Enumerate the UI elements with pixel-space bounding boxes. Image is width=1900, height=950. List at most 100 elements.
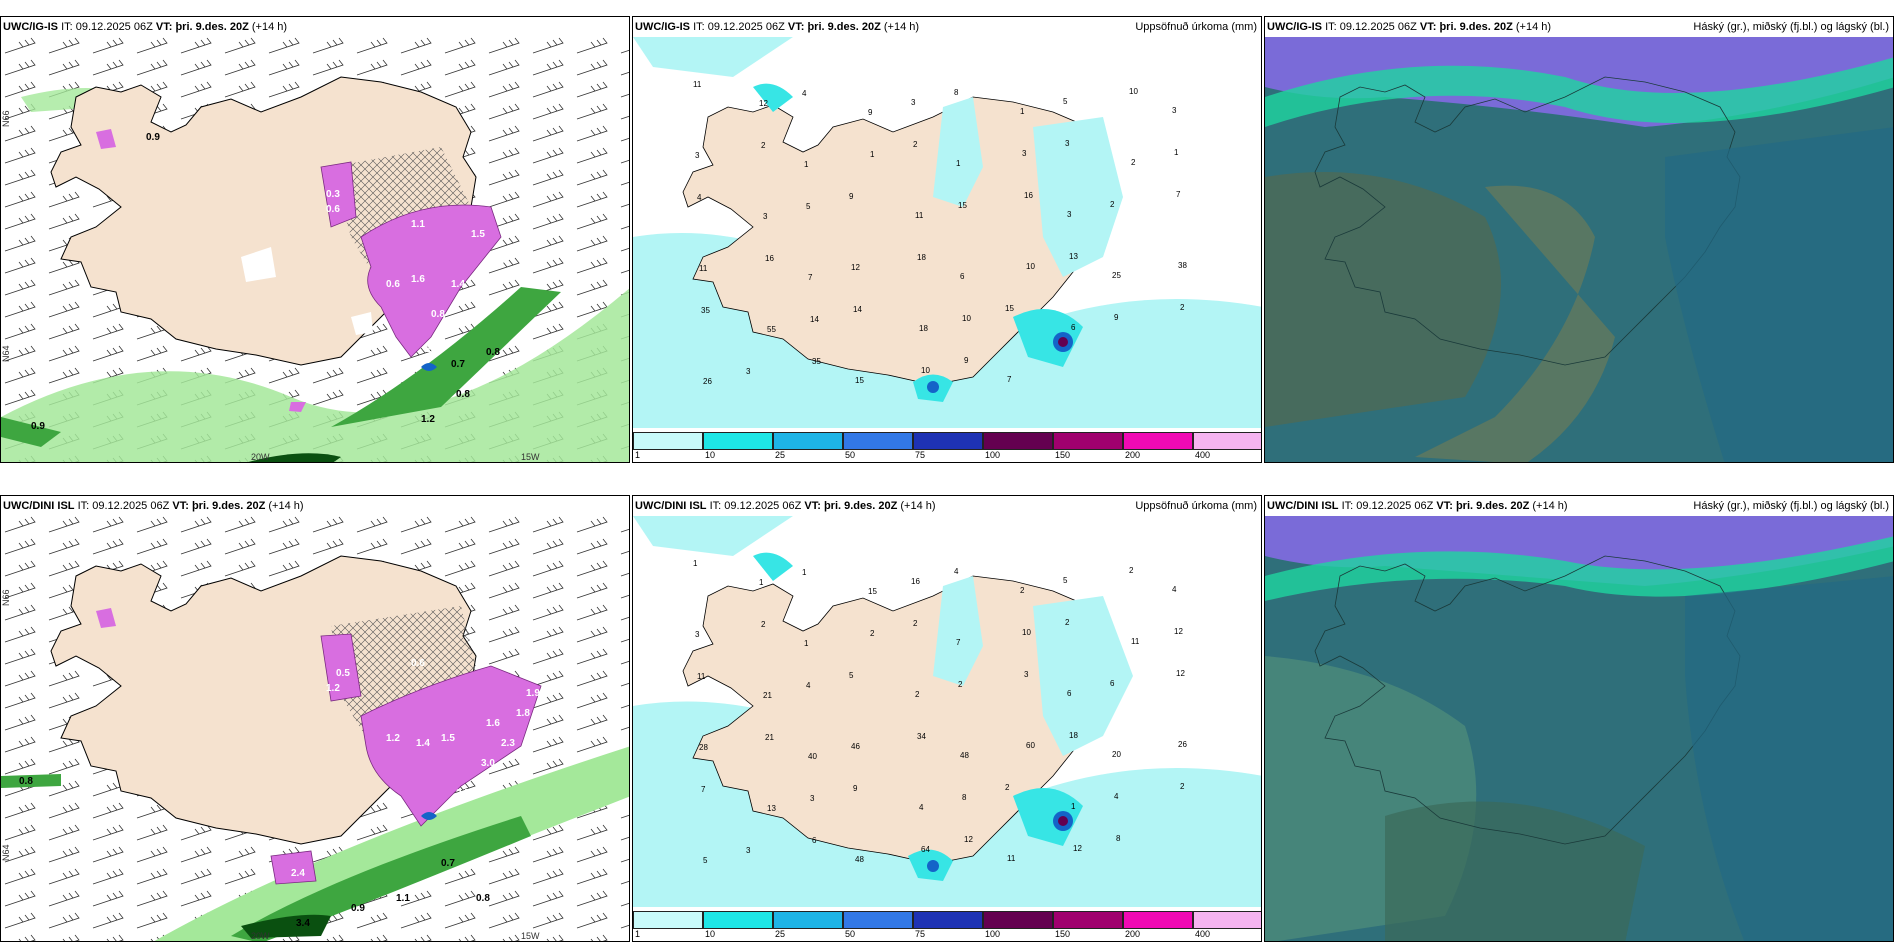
- precip-value: 3: [810, 794, 815, 803]
- precip-value: 3: [695, 151, 700, 160]
- legend-swatch: [773, 911, 843, 929]
- map-label: 1.1: [396, 893, 410, 904]
- map-label: 0.8: [486, 347, 500, 358]
- precip-value: 2: [913, 140, 918, 149]
- precip-value: 3: [695, 630, 700, 639]
- precip-value: 2: [870, 629, 875, 638]
- precip-value: 15: [868, 587, 877, 596]
- precip-value: 18: [919, 324, 928, 333]
- precip-value: 12: [1176, 669, 1185, 678]
- map-label: 0.7: [441, 858, 455, 869]
- precip-value: 13: [767, 804, 776, 813]
- panel-header: UWC/DINI ISL IT: 09.12.2025 06Z VT: þri.…: [1265, 496, 1893, 516]
- map-label: 1.6: [411, 274, 425, 285]
- legend-tick: 25: [775, 450, 786, 460]
- legend-swatch: [1123, 432, 1193, 450]
- precip-value: 34: [917, 732, 926, 741]
- precip-value: 15: [1005, 304, 1014, 313]
- precip-value: 4: [1114, 792, 1119, 801]
- precip-value: 11: [697, 672, 706, 681]
- precip-value: 21: [765, 733, 774, 742]
- svg-text:N64: N64: [1, 345, 11, 362]
- svg-text:N66: N66: [1, 110, 11, 127]
- map-label: 1.6: [486, 718, 500, 729]
- precip-value: 7: [1176, 190, 1181, 199]
- legend-swatch: [1053, 432, 1123, 450]
- precip-value: 12: [851, 263, 860, 272]
- precip-value: 2: [913, 619, 918, 628]
- precip-value: 2: [761, 141, 766, 150]
- precip-value: 7: [956, 638, 961, 647]
- map-label: 1.7: [491, 259, 505, 270]
- precip-values: 1112493815103321121332143591115163271116…: [693, 80, 1187, 386]
- legend-tick: 200: [1125, 929, 1141, 939]
- legend-tick: 10: [705, 450, 716, 460]
- precip-value: 3: [746, 367, 751, 376]
- map-label: 1.5: [471, 229, 485, 240]
- product-title: Uppsöfnuð úrkoma (mm): [1135, 21, 1257, 33]
- panel-top-right: UWC/IG-IS IT: 09.12.2025 06Z VT: þri. 9.…: [1264, 16, 1894, 463]
- precip-value: 10: [962, 314, 971, 323]
- precip-value: 10: [921, 366, 930, 375]
- precip-value: 4: [954, 567, 959, 576]
- legend-swatch: [913, 432, 983, 450]
- map-label: 0.7: [451, 359, 465, 370]
- map-label: 1.4: [416, 738, 430, 749]
- precip-value: 15: [958, 201, 967, 210]
- map-label: 2.5: [456, 788, 470, 799]
- precip-map: 1112493815103321121332143591115163271116…: [633, 37, 1261, 430]
- legend-swatch: [703, 911, 773, 929]
- precip-value: 11: [915, 211, 924, 220]
- precip-value: 18: [1069, 731, 1078, 740]
- precip-value: 48: [855, 855, 864, 864]
- map-label: 2.3: [501, 738, 515, 749]
- precip-value: 5: [1063, 97, 1068, 106]
- precip-value: 1: [802, 568, 807, 577]
- precip-value: 1: [693, 559, 698, 568]
- svg-text:20W: 20W: [251, 452, 270, 462]
- precip-value: 5: [703, 856, 708, 865]
- legend-swatch: [703, 432, 773, 450]
- product-title: Háský (gr.), miðský (fj.bl.) og lágský (…: [1693, 500, 1889, 512]
- precip-value: 1: [1174, 148, 1179, 157]
- precip-value: 3: [1022, 149, 1027, 158]
- precip-value: 20: [1112, 750, 1121, 759]
- wind-snow-map: N66 N64 20W 15W 0.9 1.2 0.8 0.7 0.8 0.9 …: [1, 37, 629, 462]
- precip-value: 55: [767, 325, 776, 334]
- panel-bottom-left: UWC/DINI ISL IT: 09.12.2025 06Z VT: þri.…: [0, 495, 630, 942]
- precip-value: 5: [849, 671, 854, 680]
- svg-text:N64: N64: [1, 844, 11, 861]
- panel-header: UWC/IG-IS IT: 09.12.2025 06Z VT: þri. 9.…: [633, 17, 1261, 37]
- legend-tick: 400: [1195, 450, 1211, 460]
- precip-map: 1111516425243212271021112112145223661228…: [633, 516, 1261, 909]
- precip-value: 8: [954, 88, 959, 97]
- map-label: 1.9: [526, 688, 540, 699]
- precip-value: 15: [855, 376, 864, 385]
- precip-value: 40: [808, 752, 817, 761]
- legend-swatch: [983, 911, 1053, 929]
- precip-value: 3: [911, 98, 916, 107]
- map-label: 0.9: [351, 903, 365, 914]
- precip-value: 28: [699, 743, 708, 752]
- panel-top-mid: UWC/IG-IS IT: 09.12.2025 06Z VT: þri. 9.…: [632, 16, 1262, 463]
- precip-value: 6: [812, 836, 817, 845]
- precip-value: 12: [1073, 844, 1082, 853]
- panel-header: UWC/DINI ISL IT: 09.12.2025 06Z VT: þri.…: [633, 496, 1261, 516]
- precip-value: 35: [812, 357, 821, 366]
- precip-value: 10: [1022, 628, 1031, 637]
- precip-value: 6: [1071, 323, 1076, 332]
- map-label: 1.2: [326, 683, 340, 694]
- precip-value: 1: [870, 150, 875, 159]
- precip-value: 64: [921, 845, 930, 854]
- map-label: 1.4: [451, 279, 465, 290]
- precip-value: 2: [958, 680, 963, 689]
- legend-swatch: [1123, 911, 1193, 929]
- svg-text:N66: N66: [1, 589, 11, 606]
- panel-header: UWC/IG-IS IT: 09.12.2025 06Z VT: þri. 9.…: [1, 17, 629, 37]
- legend-swatch: [633, 911, 703, 929]
- map-label: 0.8: [476, 893, 490, 904]
- map-label: 0.6: [386, 279, 400, 290]
- precip-value: 14: [853, 305, 862, 314]
- svg-text:15W: 15W: [521, 931, 540, 941]
- map-label: 0.6: [411, 658, 425, 669]
